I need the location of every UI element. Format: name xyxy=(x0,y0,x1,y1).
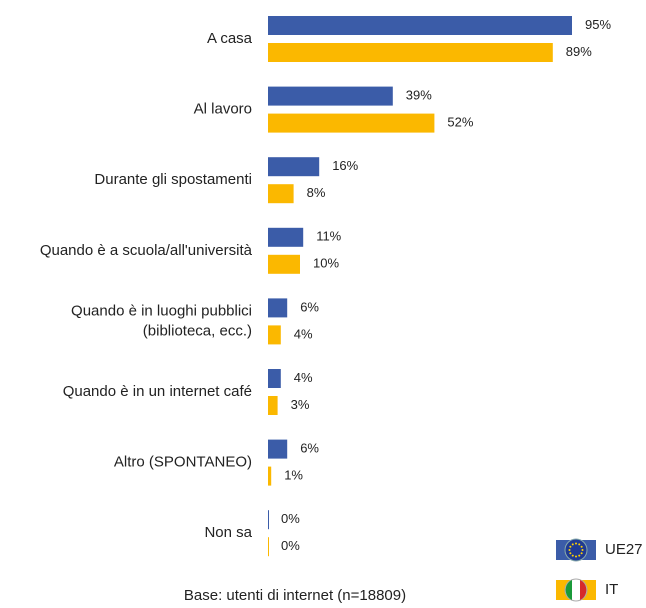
flag-star xyxy=(580,552,583,555)
legend-label: IT xyxy=(605,581,618,598)
category-label: A casa xyxy=(207,30,253,47)
flag-star xyxy=(580,545,583,548)
bar xyxy=(268,86,393,106)
bar xyxy=(268,16,572,35)
category-label: Durante gli spostamenti xyxy=(94,171,252,188)
legend: UE27 IT xyxy=(556,538,643,602)
legend-item: IT xyxy=(556,578,618,602)
value-label: 8% xyxy=(307,185,326,200)
value-label: 11% xyxy=(316,229,341,244)
bar xyxy=(268,113,435,133)
bar xyxy=(268,510,269,530)
value-label: 4% xyxy=(294,326,313,341)
value-label: 6% xyxy=(300,441,319,456)
flag-star xyxy=(568,549,571,551)
flag-star xyxy=(581,549,584,551)
bar xyxy=(268,184,294,204)
category-label: Quando è in un internet café xyxy=(63,383,252,400)
flag-star xyxy=(569,545,572,548)
legend-item: UE27 xyxy=(556,538,643,562)
bar xyxy=(268,466,272,486)
footnote: Base: utenti di internet (n=18809) xyxy=(184,587,406,604)
category-label: Altro (SPONTANEO) xyxy=(114,454,252,471)
flag-green xyxy=(565,580,572,600)
value-label: 16% xyxy=(332,158,358,173)
flag-star xyxy=(571,543,574,546)
flag-star xyxy=(578,554,581,557)
value-label: 3% xyxy=(291,397,310,412)
value-label: 95% xyxy=(585,17,611,32)
category-label: Non sa xyxy=(204,524,252,541)
flag-red xyxy=(580,580,587,600)
bar xyxy=(268,396,278,415)
value-label: 0% xyxy=(281,538,300,553)
bar xyxy=(268,537,269,557)
bar xyxy=(268,43,553,62)
flag-star xyxy=(575,555,577,558)
bar xyxy=(268,325,281,345)
category-label: Quando è in luoghi pubblici (biblioteca, … xyxy=(71,302,252,339)
value-label: 89% xyxy=(566,44,592,59)
value-label: 0% xyxy=(281,511,300,526)
legend-label: UE27 xyxy=(605,541,643,558)
flag-star xyxy=(578,543,581,546)
bar xyxy=(268,439,288,459)
flag-star xyxy=(569,552,572,555)
bar xyxy=(268,369,281,388)
value-label: 1% xyxy=(284,468,303,483)
bar xyxy=(268,254,300,274)
flag-star xyxy=(575,542,577,545)
value-label: 6% xyxy=(300,299,319,314)
value-label: 39% xyxy=(406,88,432,103)
flag-star xyxy=(571,554,574,557)
value-label: 4% xyxy=(294,370,313,385)
bar xyxy=(268,298,288,318)
category-label: Quando è a scuola/all'università xyxy=(40,242,253,259)
value-label: 52% xyxy=(447,115,473,130)
value-label: 10% xyxy=(313,256,339,271)
bar xyxy=(268,227,304,247)
bar xyxy=(268,157,320,177)
flag-icon xyxy=(564,538,588,562)
category-label: Al lavoro xyxy=(194,101,252,118)
